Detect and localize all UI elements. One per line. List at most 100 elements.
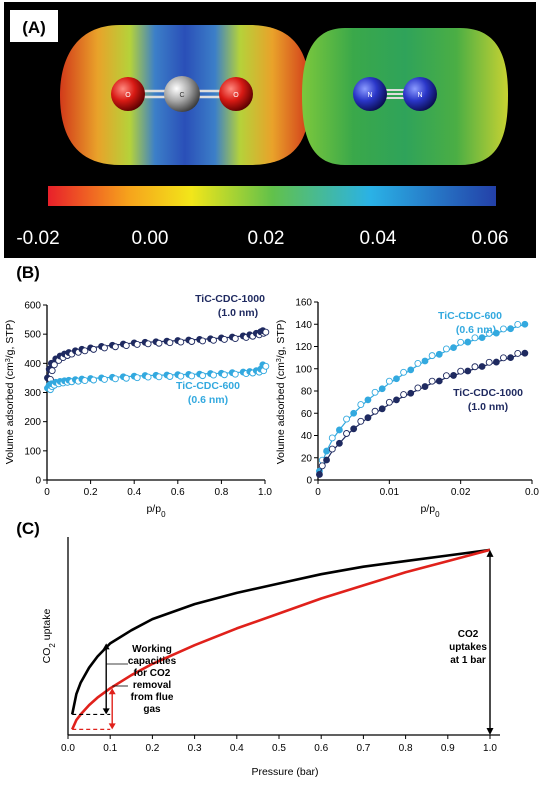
bl-xtick-label: 0.2: [84, 487, 98, 498]
br-legend-1000: TiC-CDC-1000: [453, 387, 523, 399]
br-legend-600: TiC-CDC-600: [438, 310, 502, 322]
br-point-adsorption: [435, 350, 443, 358]
br-point-adsorption: [323, 456, 330, 464]
br-series-line: [318, 352, 526, 475]
chart-b-left: 0 100 200 300 400 500 600 0 0.2 0.4 0.6 0.8 1.0 p/p0…: [4, 293, 272, 519]
br-point-desorption: [442, 372, 450, 380]
br-point-adsorption: [378, 385, 386, 393]
bl-point-desorption: [231, 335, 239, 343]
br-point-adsorption: [335, 439, 343, 447]
c-xtick-label: 0.3: [188, 743, 202, 754]
br-point-desorption: [428, 352, 436, 360]
bl-points: [44, 327, 270, 394]
c-curve-red: [71, 548, 491, 730]
br-ytick-label: 80: [301, 387, 313, 398]
c-xtick-label: 0.8: [399, 743, 413, 754]
nitrogen-atom-right: [403, 77, 437, 111]
bl-point-desorption: [262, 362, 270, 370]
c-arrow-red-head-top: [108, 688, 116, 695]
br-ytick-label: 160: [295, 298, 312, 309]
c-xtick-label: 0.7: [356, 743, 370, 754]
br-point-desorption: [385, 377, 393, 385]
bl-xtick-label: 1.0: [258, 487, 272, 498]
colorbar-tick-3: 0.04: [360, 228, 397, 249]
bl-ytick-label: 200: [24, 417, 41, 428]
bl-point-desorption: [188, 372, 196, 380]
c-xtick-label: 0.9: [441, 743, 455, 754]
bl-point-desorption: [177, 372, 185, 380]
c-working-label-line: capacities: [128, 656, 177, 667]
colorbar-tick-1: 0.00: [132, 228, 169, 249]
br-point-desorption: [318, 462, 326, 470]
bl-xtick-label: 0: [44, 487, 50, 498]
br-point-desorption: [414, 359, 422, 367]
br-point-adsorption: [521, 349, 529, 357]
c-1bar-label-line: at 1 bar: [450, 655, 486, 666]
br-point-adsorption: [507, 354, 515, 362]
bl-point-desorption: [210, 336, 217, 344]
br-point-adsorption: [464, 338, 472, 346]
bl-point-desorption: [81, 377, 89, 385]
br-point-adsorption: [335, 426, 343, 434]
br-point-adsorption: [393, 375, 400, 383]
bl-point-desorption: [188, 338, 196, 345]
bl-x-axis-label: p/p0: [146, 503, 166, 519]
br-point-desorption: [485, 358, 493, 366]
br-point-desorption: [400, 368, 408, 376]
bl-y-axis-label: Volume adsorbed (cm3/g, STP): [4, 320, 16, 465]
colorbar-tick-0: -0.02: [16, 228, 59, 249]
br-point-desorption: [400, 391, 408, 399]
br-point-adsorption: [421, 383, 429, 390]
br-x-axis-label: p/p0: [420, 503, 440, 519]
br-point-desorption: [428, 377, 436, 385]
br-point-desorption: [500, 354, 507, 362]
panelA-label: (A): [22, 18, 46, 37]
bl-point-desorption: [166, 339, 174, 347]
bl-point-desorption: [231, 370, 239, 378]
c-curve-black: [70, 548, 491, 715]
br-ytick-label: 40: [301, 431, 313, 442]
bl-legend-1000: TiC-CDC-1000: [195, 293, 265, 305]
bl-point-desorption: [133, 374, 141, 382]
br-point-adsorption: [316, 471, 323, 478]
br-point-desorption: [471, 363, 479, 371]
bl-point-desorption: [133, 340, 141, 348]
bl-point-desorption: [210, 371, 217, 379]
br-point-adsorption: [364, 396, 372, 404]
br-point-desorption: [514, 349, 522, 357]
br-point-desorption: [457, 367, 465, 375]
bl-point-desorption: [81, 347, 89, 355]
br-point-adsorption: [435, 377, 443, 385]
nitrogen-atom-left: [353, 77, 387, 111]
c-working-label-line: removal: [133, 680, 172, 691]
c-working-label-line: Working: [132, 644, 172, 655]
br-point-desorption: [371, 388, 379, 396]
bl-point-desorption: [199, 337, 207, 345]
br-point-desorption: [514, 321, 522, 328]
br-ticks: 0 20 40 60 80 100 120 140 160 0 0.01 0.02 0.0: [295, 298, 539, 499]
bl-point-desorption: [144, 340, 152, 348]
br-points: [316, 320, 529, 478]
br-point-desorption: [457, 338, 465, 346]
br-point-adsorption: [364, 414, 372, 422]
c-xtick-label: 0.1: [103, 743, 117, 754]
bl-point-desorption: [177, 338, 185, 346]
bl-ytick-label: 600: [24, 301, 41, 312]
carbon-atom: [164, 76, 200, 112]
c-x-axis-label: Pressure (bar): [251, 766, 318, 778]
bl-point-desorption: [48, 367, 56, 375]
br-point-adsorption: [421, 357, 429, 365]
bl-point-desorption: [111, 375, 119, 383]
bl-point-desorption: [101, 375, 108, 383]
oxygen-atom-left: [111, 77, 145, 111]
br-ytick-label: 0: [306, 476, 312, 487]
br-point-adsorption: [378, 405, 386, 413]
atom-label-o2: O: [233, 92, 239, 99]
bl-point-desorption: [220, 336, 228, 343]
bl-point-desorption: [122, 342, 130, 350]
c-xtick-label: 0.6: [314, 743, 328, 754]
br-point-desorption: [371, 407, 379, 415]
bl-point-desorption: [155, 373, 163, 381]
oxygen-atom-right: [219, 77, 253, 111]
